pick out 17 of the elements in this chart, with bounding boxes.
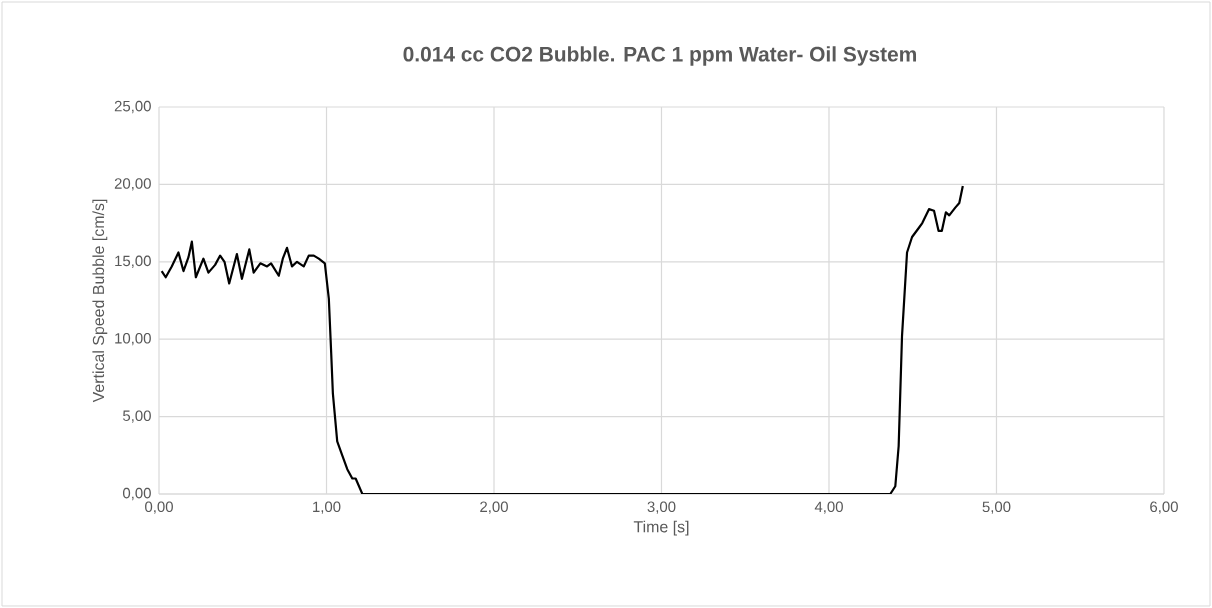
x-tick-label: 5,00 xyxy=(982,501,1011,514)
y-tick-label: 20,00 xyxy=(114,178,151,191)
y-tick-label: 15,00 xyxy=(115,255,151,268)
y-tick-label: 5,00 xyxy=(123,410,151,423)
x-tick-label: 2,00 xyxy=(480,501,508,514)
x-tick-label: 3,00 xyxy=(647,501,676,514)
x-tick-label: 0,00 xyxy=(145,501,173,514)
x-tick-label: 6,00 xyxy=(1150,501,1178,514)
x-tick-label: 1,00 xyxy=(313,501,341,514)
y-tick-label: 25,00 xyxy=(114,100,151,114)
x-axis-title: Time [s] xyxy=(633,520,689,536)
y-tick-label: 0,00 xyxy=(122,487,151,501)
line-series xyxy=(160,184,964,494)
y-tick-label: 10,00 xyxy=(115,333,151,346)
chart-title: 0.014 cc CO2 Bubble. PAC 1 ppm Water- Oil System xyxy=(403,46,917,66)
x-tick-label: 4,00 xyxy=(814,501,843,514)
y-axis-title: Vertical Speed Bubble [cm/s] xyxy=(92,199,108,403)
